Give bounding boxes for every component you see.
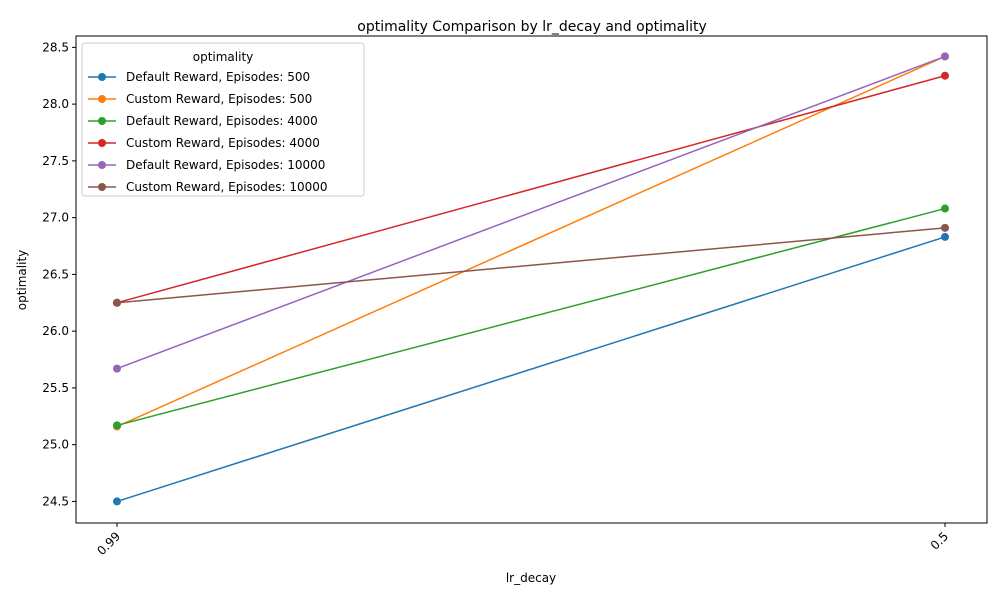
legend-entry: Default Reward, Episodes: 500 bbox=[88, 70, 310, 84]
x-axis-label: lr_decay bbox=[506, 571, 556, 585]
y-tick-label: 24.5 bbox=[42, 494, 69, 508]
y-tick-label: 28.5 bbox=[42, 40, 69, 54]
y-tick-label: 27.0 bbox=[42, 211, 69, 225]
y-tick-label: 28.0 bbox=[42, 97, 69, 111]
legend-entry: Custom Reward, Episodes: 4000 bbox=[88, 136, 320, 150]
y-tick-label: 25.0 bbox=[42, 438, 69, 452]
series-line bbox=[116, 55, 946, 428]
legend-marker bbox=[98, 161, 106, 169]
series-3 bbox=[113, 204, 949, 430]
series-line bbox=[116, 75, 946, 304]
chart-title: optimality Comparison by lr_decay and op… bbox=[357, 19, 707, 35]
legend: optimality Default Reward, Episodes: 500… bbox=[81, 42, 365, 197]
legend-label: Default Reward, Episodes: 500 bbox=[126, 70, 310, 84]
legend-entry: Default Reward, Episodes: 10000 bbox=[88, 158, 325, 172]
legend-marker bbox=[98, 73, 106, 81]
legend-label: Custom Reward, Episodes: 500 bbox=[126, 92, 312, 106]
legend-label: Default Reward, Episodes: 4000 bbox=[126, 114, 318, 128]
series-5 bbox=[113, 52, 949, 373]
data-point bbox=[941, 204, 949, 213]
y-axis: 24.5 25.0 25.5 26.0 26.5 27.0 27.5 28.0 28.5 bbox=[42, 40, 76, 508]
data-point bbox=[113, 497, 121, 506]
y-axis-label: optimality bbox=[15, 250, 29, 311]
legend-label: Default Reward, Episodes: 10000 bbox=[126, 158, 325, 172]
legend-label: Custom Reward, Episodes: 4000 bbox=[126, 136, 320, 150]
legend-box bbox=[81, 42, 365, 197]
y-tick-label: 27.5 bbox=[42, 154, 69, 168]
series-line bbox=[116, 227, 946, 304]
series-line bbox=[116, 55, 946, 370]
data-point bbox=[941, 223, 949, 232]
data-point bbox=[941, 52, 949, 61]
legend-entry: Custom Reward, Episodes: 10000 bbox=[88, 180, 328, 194]
legend-marker bbox=[98, 117, 106, 125]
legend-label: Custom Reward, Episodes: 10000 bbox=[126, 180, 328, 194]
legend-title: optimality bbox=[193, 50, 254, 64]
axes-frame bbox=[75, 35, 988, 524]
legend-marker bbox=[98, 183, 106, 191]
y-tick-label: 26.0 bbox=[42, 324, 69, 338]
legend-marker bbox=[98, 139, 106, 147]
data-point bbox=[941, 71, 949, 80]
data-point bbox=[113, 298, 121, 307]
series-line bbox=[116, 207, 946, 427]
data-point bbox=[113, 364, 121, 373]
data-point bbox=[113, 421, 121, 430]
legend-entry: Default Reward, Episodes: 4000 bbox=[88, 114, 318, 128]
series-6 bbox=[113, 223, 949, 307]
y-tick-label: 26.5 bbox=[42, 267, 69, 281]
data-point bbox=[941, 232, 949, 241]
legend-entry: Custom Reward, Episodes: 500 bbox=[88, 92, 312, 106]
plot-area bbox=[113, 52, 949, 506]
series-1 bbox=[113, 232, 949, 506]
series-line bbox=[116, 236, 946, 503]
legend-marker bbox=[98, 95, 106, 103]
y-tick-label: 25.5 bbox=[42, 381, 69, 395]
